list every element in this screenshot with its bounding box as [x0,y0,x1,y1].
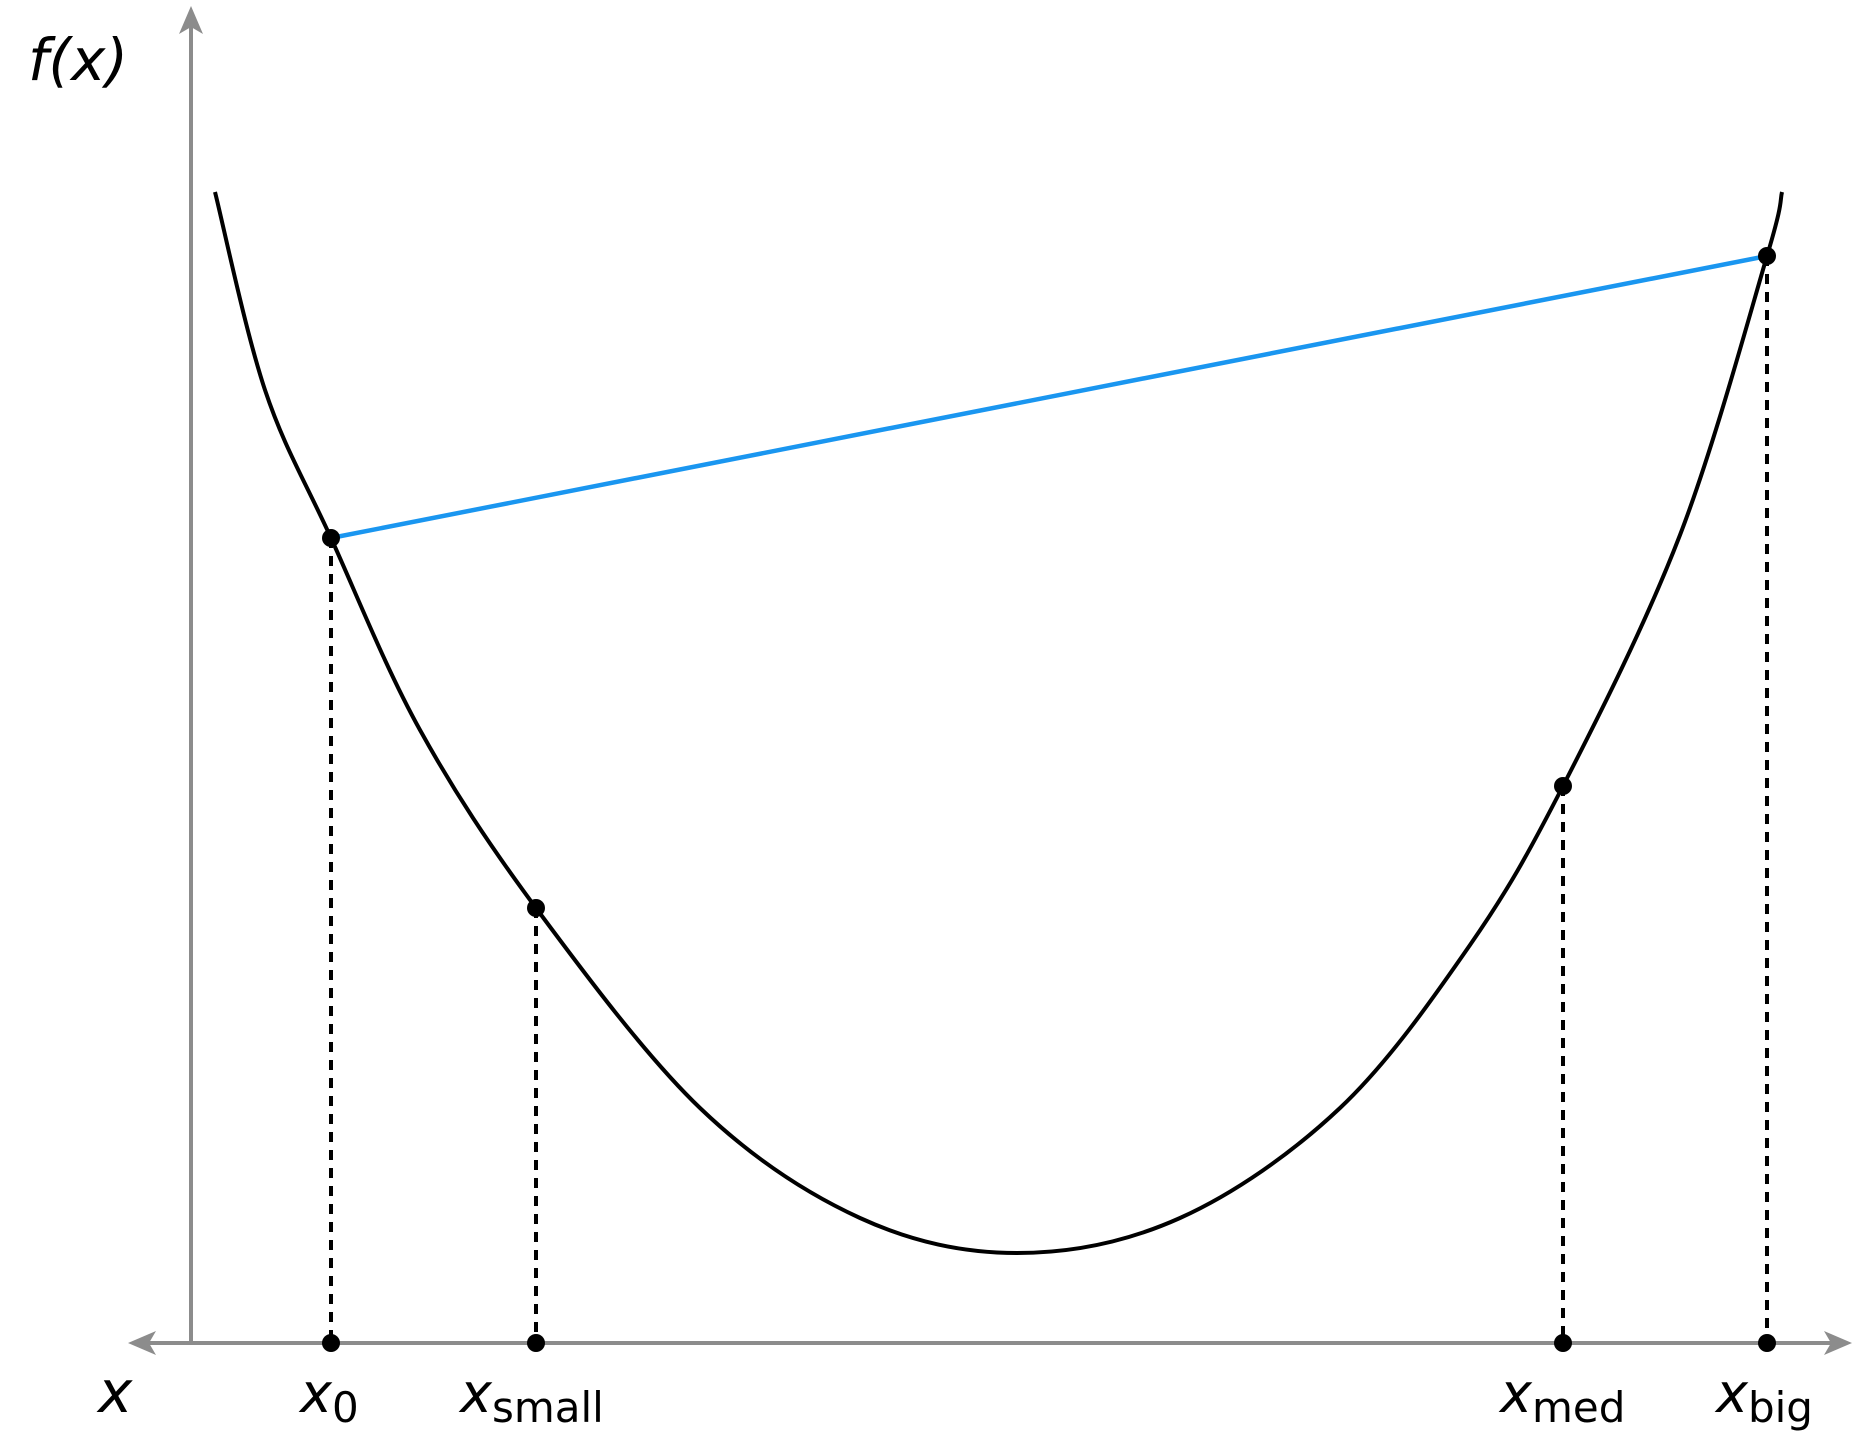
curve-point-xmed [1554,777,1572,795]
label-x0: x0 [298,1362,359,1431]
label-xsmall: xsmall [458,1362,604,1431]
axis-point-xmed [1554,1334,1572,1352]
label-xmed-base: x [1498,1362,1533,1425]
label-x0-base: x [298,1362,333,1425]
label-xmed: xmed [1498,1362,1625,1431]
axis-point-xbig [1758,1334,1776,1352]
curve-point-xsmall [527,899,545,917]
label-xmed-sub: med [1532,1383,1625,1431]
secant-line [330,253,1768,541]
x-axis-left-arrowhead [128,1331,156,1355]
convex-curve [213,191,1784,1256]
axis-point-xsmall [527,1334,545,1352]
curve-point-x0 [322,529,340,547]
label-xbig-base: x [1714,1362,1749,1425]
label-x0-sub: 0 [332,1383,359,1431]
axis-point-x0 [322,1334,340,1352]
label-xsmall-base: x [458,1362,493,1425]
y-axis-arrowhead [179,6,203,34]
label-xsmall-sub: small [492,1383,604,1431]
label-xbig: xbig [1714,1362,1813,1431]
x-axis-label: x [96,1358,133,1426]
x-axis-right-arrowhead [1824,1331,1852,1355]
y-axis-label: f(x) [28,26,128,94]
label-xbig-sub: big [1748,1383,1813,1431]
curve-point-xbig [1758,247,1776,265]
